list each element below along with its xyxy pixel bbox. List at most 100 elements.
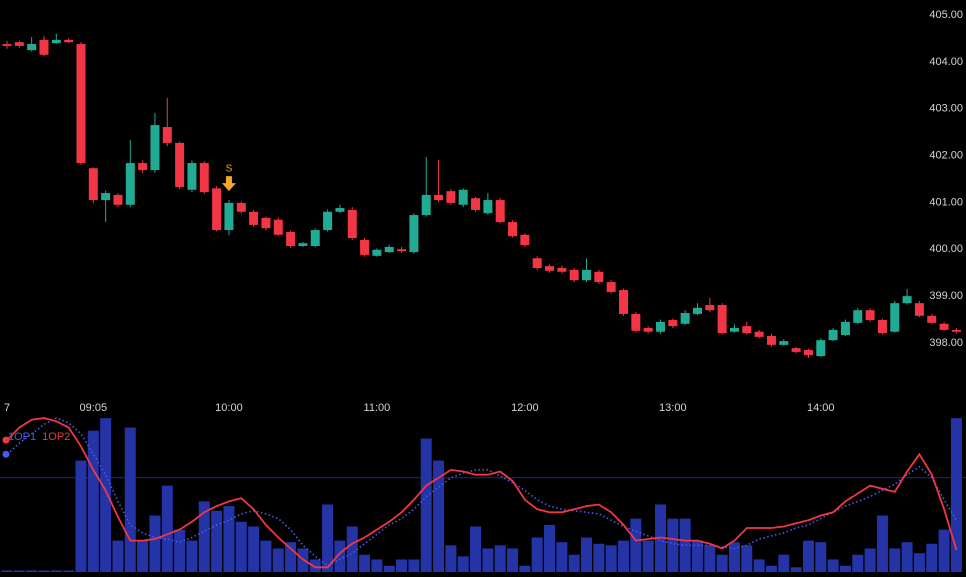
candle-body bbox=[766, 335, 776, 345]
candle-body bbox=[360, 239, 370, 255]
volume-bar bbox=[889, 548, 901, 572]
candle-body bbox=[88, 168, 98, 201]
volume-bar bbox=[445, 545, 457, 572]
candle-body bbox=[372, 249, 382, 256]
volume-bar bbox=[913, 553, 925, 572]
volume-bar bbox=[691, 540, 703, 572]
volume-bar bbox=[581, 537, 593, 572]
candle-body bbox=[532, 258, 542, 269]
candle-body bbox=[298, 243, 308, 246]
candle-body bbox=[742, 326, 752, 334]
volume-bar bbox=[593, 543, 605, 572]
indicator-line bbox=[6, 417, 958, 569]
volume-bar bbox=[507, 548, 519, 572]
volume-bar bbox=[322, 504, 334, 572]
candle-body bbox=[569, 269, 579, 281]
candle-body bbox=[631, 313, 641, 331]
x-tick-label: 10:00 bbox=[215, 402, 243, 414]
candle-body bbox=[655, 321, 665, 332]
volume-bar bbox=[248, 526, 260, 572]
y-tick-label: 401.00 bbox=[929, 196, 963, 208]
candle-body bbox=[39, 39, 49, 55]
volume-bar bbox=[470, 526, 482, 572]
volume-bar bbox=[334, 540, 346, 572]
candle-body bbox=[606, 282, 616, 292]
x-tick-label: 14:00 bbox=[807, 402, 835, 414]
x-tick-label: 13:00 bbox=[659, 402, 687, 414]
candle-body bbox=[27, 44, 37, 51]
volume-bar bbox=[13, 570, 25, 572]
volume-bar bbox=[827, 559, 839, 572]
candle-body bbox=[471, 198, 481, 210]
candle-body bbox=[236, 202, 246, 212]
candle-body bbox=[495, 200, 505, 223]
candle-body bbox=[261, 217, 271, 229]
volume-bar bbox=[161, 485, 173, 572]
candle-body bbox=[668, 320, 678, 327]
volume-bar bbox=[50, 570, 62, 572]
x-tick-label: 7 bbox=[4, 402, 10, 414]
candle-body bbox=[421, 194, 431, 216]
candle-body bbox=[150, 125, 160, 171]
volume-bar bbox=[186, 540, 198, 572]
volume-bar bbox=[568, 554, 580, 572]
volume-bar bbox=[876, 515, 888, 572]
candle-body bbox=[619, 290, 628, 314]
candle-body bbox=[138, 163, 148, 171]
candle-body bbox=[187, 163, 197, 190]
candle-body bbox=[175, 142, 185, 187]
candle-body bbox=[779, 341, 789, 345]
y-tick-label: 402.00 bbox=[929, 149, 963, 161]
volume-bar bbox=[100, 418, 112, 572]
line-start-dot bbox=[2, 450, 10, 458]
volume-bar bbox=[371, 559, 383, 572]
volume-bar bbox=[556, 542, 568, 572]
line-start-dot bbox=[2, 436, 10, 444]
volume-bar bbox=[272, 548, 284, 572]
volume-bar bbox=[519, 565, 531, 572]
volume-bar bbox=[198, 501, 210, 572]
signal-label: S bbox=[226, 164, 233, 175]
candle-body bbox=[384, 246, 394, 253]
volume-bar bbox=[531, 537, 543, 572]
volume-bar bbox=[457, 556, 469, 572]
candle-body bbox=[877, 320, 887, 334]
volume-bar bbox=[704, 545, 716, 572]
candle-body bbox=[643, 327, 653, 332]
candle-body bbox=[125, 163, 135, 205]
candle-body bbox=[310, 230, 320, 246]
legend-entry: 1OP1 bbox=[8, 431, 36, 443]
volume-bar bbox=[790, 567, 802, 572]
candle-body bbox=[927, 315, 937, 323]
volume-bar bbox=[630, 518, 642, 572]
volume-bar bbox=[211, 510, 223, 572]
candle-body bbox=[680, 313, 690, 324]
volume-bar bbox=[741, 545, 753, 572]
x-tick-label: 12:00 bbox=[511, 402, 539, 414]
volume-bar bbox=[728, 542, 740, 572]
candle-body bbox=[224, 202, 234, 231]
candle-body bbox=[199, 163, 209, 193]
volume-bar bbox=[839, 565, 851, 572]
candle-body bbox=[76, 44, 86, 164]
candle-body bbox=[816, 340, 826, 357]
candle-body bbox=[347, 209, 357, 239]
candle-body bbox=[273, 219, 283, 235]
candle-body bbox=[323, 211, 333, 231]
candle-body bbox=[951, 329, 961, 332]
volume-bar bbox=[359, 554, 371, 572]
candle-body bbox=[286, 231, 296, 246]
candle-body bbox=[212, 188, 222, 231]
candle-body bbox=[803, 350, 813, 356]
candle-body bbox=[705, 305, 715, 311]
volume-bar bbox=[494, 545, 506, 572]
volume-bar bbox=[383, 565, 395, 572]
y-tick-label: 400.00 bbox=[929, 243, 963, 255]
candle-body bbox=[409, 215, 419, 253]
volume-bar bbox=[642, 540, 654, 572]
candle-body bbox=[113, 194, 123, 205]
candle-body bbox=[249, 211, 259, 225]
candle-body bbox=[828, 329, 838, 341]
candle-body bbox=[594, 271, 604, 283]
volume-bar bbox=[852, 554, 864, 572]
